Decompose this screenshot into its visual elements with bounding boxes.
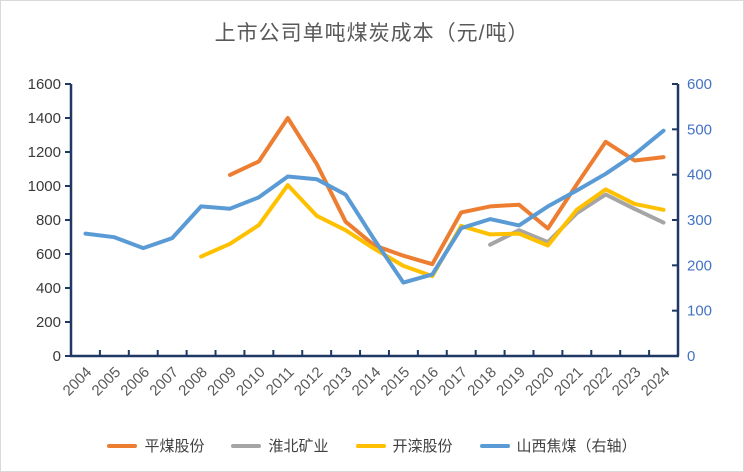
left-axis-tick-label: 0	[53, 348, 61, 365]
x-axis-tick-label: 2005	[89, 364, 125, 400]
legend-label-huaibei: 淮北矿业	[268, 438, 329, 455]
x-axis-tick-label: 2009	[204, 364, 240, 400]
legend-swatch-kailuan	[355, 443, 386, 448]
legend-item-shanxi: 山西焦煤（右轴）	[479, 435, 637, 456]
x-axis-tick-label: 2017	[435, 364, 471, 400]
chart-legend: 平煤股份 淮北矿业 开滦股份 山西焦煤（右轴）	[1, 435, 743, 456]
x-axis-tick-label: 2020	[522, 364, 558, 400]
legend-swatch-pingmei	[107, 443, 138, 448]
left-axis-tick-label: 200	[36, 314, 61, 331]
x-axis-tick-label: 2007	[146, 364, 182, 400]
x-axis-tick-label: 2022	[580, 364, 616, 400]
x-axis-tick-label: 2012	[291, 364, 327, 400]
x-axis-tick-label: 2013	[320, 364, 356, 400]
x-axis-tick-label: 2010	[233, 364, 269, 400]
right-axis-tick-label: 400	[687, 167, 712, 184]
x-axis-tick-label: 2014	[349, 364, 385, 400]
x-axis-tick-label: 2008	[175, 364, 211, 400]
left-axis-tick-label: 1400	[28, 110, 61, 127]
legend-label-shanxi: 山西焦煤（右轴）	[516, 438, 637, 455]
x-axis-tick-label: 2011	[263, 364, 298, 399]
x-axis-tick-label: 2021	[551, 364, 587, 400]
legend-item-pingmei: 平煤股份	[107, 435, 204, 456]
right-axis-tick-label: 300	[687, 212, 712, 229]
x-axis-tick-label: 2006	[117, 364, 153, 400]
left-axis-tick-label: 400	[36, 280, 61, 297]
right-axis-tick-label: 500	[687, 121, 712, 138]
x-axis-tick-label: 2004	[60, 364, 96, 400]
series-line	[83, 128, 666, 285]
chart-title: 上市公司单吨煤炭成本（元/吨）	[214, 22, 530, 45]
x-axis-tick-label: 2023	[609, 364, 645, 400]
right-axis-tick-label: 100	[687, 303, 712, 320]
x-axis-tick-label: 2019	[493, 364, 529, 400]
x-axis-tick-label: 2024	[638, 364, 674, 400]
x-axis-tick-label: 2015	[378, 364, 414, 400]
left-axis-tick-label: 800	[36, 212, 61, 229]
x-axis-tick-label: 2018	[464, 364, 500, 400]
legend-swatch-huaibei	[231, 443, 262, 448]
series-line	[228, 116, 666, 267]
series-line	[488, 192, 666, 247]
left-axis-tick-label: 1200	[28, 144, 61, 161]
legend-label-pingmei: 平煤股份	[144, 438, 205, 455]
right-axis-tick-label: 200	[687, 257, 712, 274]
legend-label-kailuan: 开滦股份	[392, 438, 453, 455]
right-axis-tick-label: 600	[687, 76, 712, 93]
legend-item-huaibei: 淮北矿业	[231, 435, 329, 456]
left-axis-tick-label: 1600	[28, 76, 61, 93]
left-axis-tick-label: 600	[36, 246, 61, 263]
legend-item-kailuan: 开滦股份	[355, 435, 453, 456]
x-axis-tick-label: 2016	[407, 364, 443, 400]
legend-swatch-shanxi	[479, 443, 510, 448]
right-axis-tick-label: 0	[687, 348, 695, 365]
left-axis-tick-label: 1000	[28, 178, 61, 195]
